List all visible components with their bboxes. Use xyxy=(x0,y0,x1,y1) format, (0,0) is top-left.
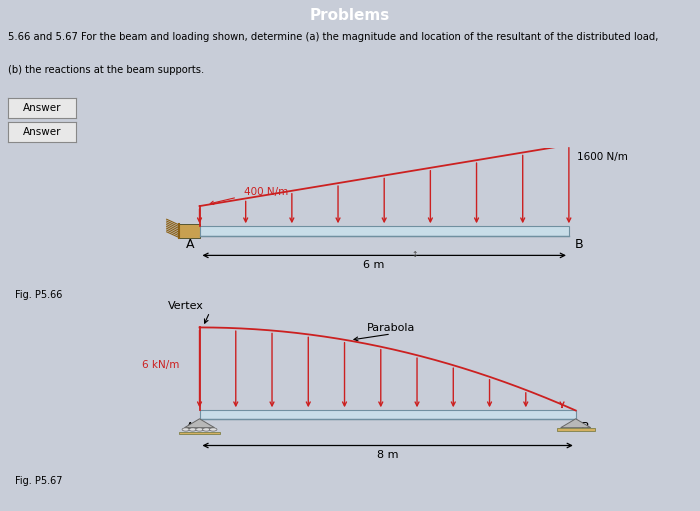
Text: Answer: Answer xyxy=(22,127,62,137)
Text: Vertex: Vertex xyxy=(168,301,204,311)
Polygon shape xyxy=(179,224,200,239)
Text: Fig. P5.67: Fig. P5.67 xyxy=(15,476,62,486)
Text: 8 m: 8 m xyxy=(377,450,398,460)
Text: 6 m: 6 m xyxy=(363,260,384,270)
Polygon shape xyxy=(199,226,569,236)
Text: ↕: ↕ xyxy=(412,250,418,259)
Text: B: B xyxy=(581,421,590,434)
Circle shape xyxy=(189,428,197,431)
Text: Fig. P5.66: Fig. P5.66 xyxy=(15,290,62,300)
Circle shape xyxy=(209,428,217,431)
Text: Parabola: Parabola xyxy=(367,323,415,333)
Text: B: B xyxy=(575,239,583,251)
Polygon shape xyxy=(179,432,220,434)
Text: 1600 N/m: 1600 N/m xyxy=(577,152,628,162)
Circle shape xyxy=(202,428,210,431)
Text: A: A xyxy=(186,421,194,434)
Text: 400 N/m: 400 N/m xyxy=(244,187,288,197)
Circle shape xyxy=(182,428,190,431)
Polygon shape xyxy=(556,428,595,431)
Text: 6 kN/m: 6 kN/m xyxy=(141,360,179,370)
Text: Answer: Answer xyxy=(22,103,62,113)
Circle shape xyxy=(196,428,203,431)
Text: Problems: Problems xyxy=(310,8,390,22)
Polygon shape xyxy=(185,419,215,428)
Text: (b) the reactions at the beam supports.: (b) the reactions at the beam supports. xyxy=(8,65,204,75)
Polygon shape xyxy=(561,419,591,428)
Text: A: A xyxy=(186,239,194,251)
Polygon shape xyxy=(199,410,575,419)
Text: 5.66 and 5.67 For the beam and loading shown, determine (a) the magnitude and lo: 5.66 and 5.67 For the beam and loading s… xyxy=(8,32,659,42)
